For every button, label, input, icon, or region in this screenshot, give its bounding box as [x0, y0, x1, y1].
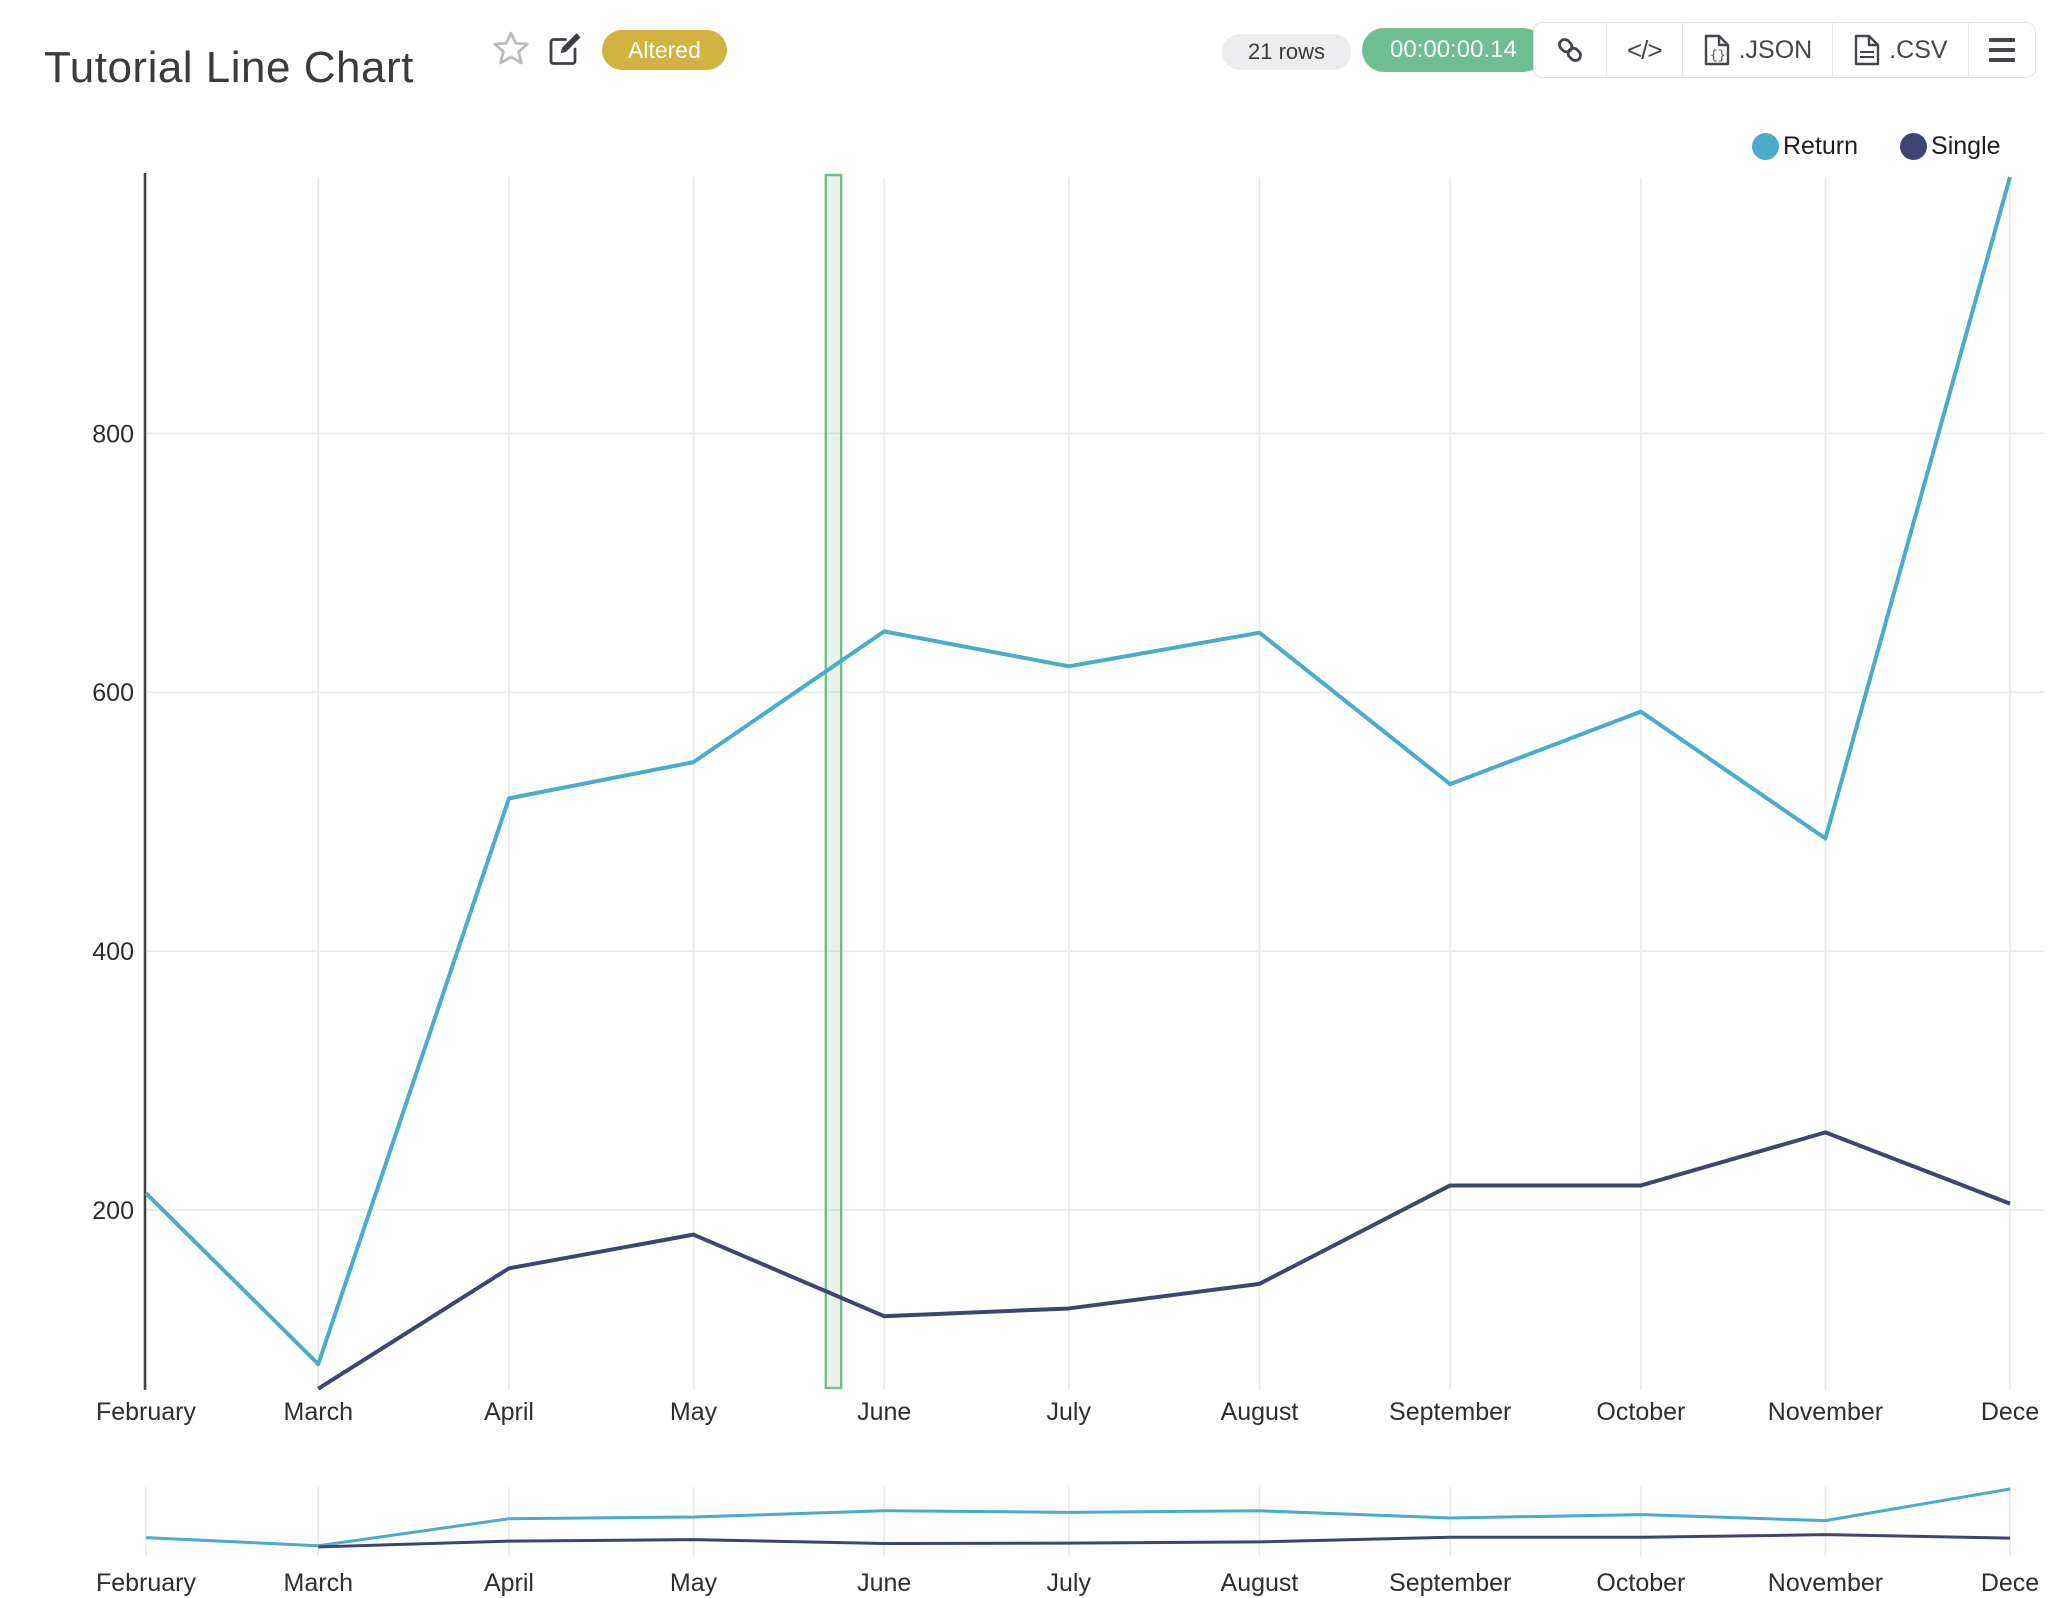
navigator-line-return: [145, 1487, 2011, 1548]
export-json-button[interactable]: {} .JSON: [1682, 23, 1834, 77]
range-navigator[interactable]: February March April May June July August Septe…: [96, 1487, 2039, 1597]
svg-text:Dece: Dece: [1981, 1569, 2039, 1597]
favorite-star-button[interactable]: [492, 30, 530, 68]
svg-text:October: October: [1596, 1398, 1685, 1426]
menu-icon: [1988, 38, 2015, 62]
embed-code-button[interactable]: </>: [1607, 23, 1683, 77]
link-icon: [1558, 38, 1582, 62]
svg-text:March: March: [284, 1569, 353, 1597]
svg-text:{}: {}: [1710, 48, 1726, 63]
file-csv-icon: [1855, 34, 1880, 66]
svg-text:April: April: [484, 1569, 534, 1597]
page-title: Tutorial Line Chart: [44, 43, 414, 93]
navigator-series-lines: [145, 1487, 2011, 1549]
vertical-gridlines: [317, 177, 2011, 1390]
chart-legend: Return Single: [1752, 132, 2001, 161]
x-axis-tick-labels: February March April May June July August Septe…: [96, 1398, 2039, 1426]
svg-text:800: 800: [92, 420, 134, 448]
more-menu-button[interactable]: [1968, 23, 2035, 77]
edit-chart-button[interactable]: [546, 30, 584, 68]
legend-item-single[interactable]: Single: [1900, 132, 2001, 161]
horizontal-gridlines: [146, 432, 2044, 1211]
export-toolbar: </> {} .JSON .CSV: [1533, 22, 2036, 78]
svg-text:October: October: [1596, 1569, 1685, 1597]
svg-text:June: June: [857, 1398, 911, 1426]
svg-text:Dece: Dece: [1981, 1398, 2039, 1426]
runtime-pill: 00:00:00.14: [1362, 28, 1545, 72]
series-line-single: [317, 1130, 2011, 1391]
file-json-icon: {}: [1704, 34, 1729, 66]
row-count-pill: 21 rows: [1222, 34, 1352, 70]
star-icon: [493, 31, 529, 65]
svg-text:April: April: [484, 1398, 534, 1426]
svg-text:400: 400: [92, 938, 134, 966]
svg-text:August: August: [1221, 1569, 1299, 1597]
y-axis-tick-labels: 200 400 600 800: [92, 420, 134, 1225]
svg-text:September: September: [1389, 1569, 1511, 1597]
svg-text:600: 600: [92, 679, 134, 707]
svg-text:May: May: [670, 1398, 718, 1426]
legend-dot-single: [1900, 133, 1928, 160]
export-json-label: .JSON: [1738, 35, 1813, 64]
export-csv-button[interactable]: .CSV: [1833, 23, 1969, 77]
navigator-tick-labels: February March April May June July August Septe…: [96, 1569, 2039, 1597]
svg-text:February: February: [96, 1398, 197, 1426]
edit-icon: [549, 33, 581, 65]
svg-text:March: March: [284, 1398, 353, 1426]
code-icon: </>: [1627, 34, 1663, 65]
svg-text:May: May: [670, 1569, 718, 1597]
svg-text:200: 200: [92, 1197, 134, 1225]
series-lines: [144, 176, 2012, 1391]
legend-label-return: Return: [1783, 132, 1859, 160]
status-badge: Altered: [602, 30, 727, 70]
svg-text:November: November: [1768, 1569, 1883, 1597]
navigator-line-single: [318, 1533, 2011, 1549]
series-line-return: [144, 176, 2012, 1367]
export-csv-label: .CSV: [1889, 35, 1948, 64]
svg-text:July: July: [1047, 1398, 1092, 1426]
svg-text:November: November: [1768, 1398, 1883, 1426]
legend-item-return[interactable]: Return: [1752, 132, 1858, 161]
svg-text:August: August: [1221, 1398, 1299, 1426]
svg-text:September: September: [1389, 1398, 1511, 1426]
svg-text:July: July: [1047, 1569, 1092, 1597]
annotation-band: [824, 173, 843, 1390]
svg-text:June: June: [857, 1569, 911, 1597]
copy-link-button[interactable]: [1534, 23, 1607, 77]
navigator-gridlines: [145, 1487, 2011, 1556]
legend-label-single: Single: [1931, 132, 2001, 160]
legend-dot-return: [1752, 133, 1779, 160]
svg-text:February: February: [96, 1569, 197, 1597]
